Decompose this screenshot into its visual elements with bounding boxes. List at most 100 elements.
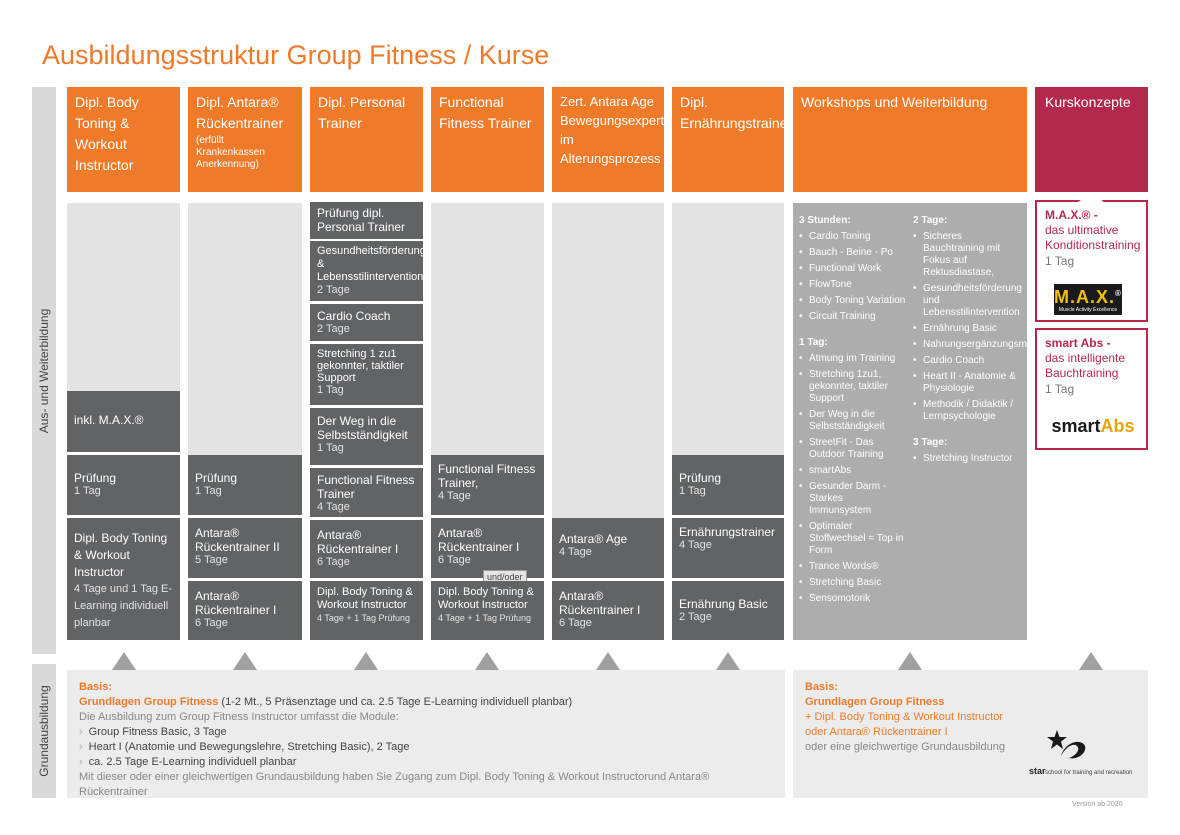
module-title: Ernährung Basic <box>679 597 768 611</box>
kurskonzept-name: M.A.X.® - <box>1045 208 1098 222</box>
arrow-up-icon <box>594 192 622 203</box>
module-detail: 4 Tage und 1 Tag E-Learning individuell … <box>74 583 173 629</box>
arrow-up-icon <box>473 192 501 203</box>
module-box: Ernährungstrainer 4 Tage <box>672 518 784 578</box>
module-box: Dipl. Body Toning & Workout Instructor 4… <box>67 518 180 640</box>
connector-und-oder: und/oder <box>483 570 527 584</box>
workshop-item: Ernährung Basic <box>913 323 1023 335</box>
column-header-functional-fitness: Functional Fitness Trainer <box>431 87 544 192</box>
module-detail: 5 Tage <box>195 554 228 566</box>
workshop-group-heading: 2 Tage: <box>913 215 948 226</box>
sidebar-label-bottom: Grundausbildung <box>37 685 51 777</box>
kurskonzept-desc: das ultimative Konditionstraining <box>1045 223 1141 252</box>
column-header-body-toning: Dipl. Body Toning & Workout Instructor <box>67 87 180 192</box>
star-logo-name: star <box>1029 766 1046 776</box>
column-background <box>67 203 180 391</box>
module-title: Antara® Rückentrainer I <box>195 589 277 617</box>
module-box: inkl. M.A.X.® <box>67 391 180 452</box>
module-box: Functional Fitness Trainer 4 Tage <box>310 468 423 517</box>
column-background <box>672 203 784 455</box>
module-box: Dipl. Body Toning & Workout Instructor 4… <box>431 581 544 640</box>
basis-panel-left: Basis: Grundlagen Group Fitness (1-2 Mt.… <box>67 670 785 798</box>
arrow-up-icon <box>475 652 499 670</box>
column-header-text: Dipl. Personal Trainer <box>318 94 406 131</box>
basis-course: Grundlagen Group Fitness <box>79 696 219 708</box>
module-title: inkl. M.A.X.® <box>74 413 144 427</box>
smartabs-logo-text: smart <box>1051 416 1101 436</box>
sidebar-grundausbildung: Grundausbildung <box>32 664 56 798</box>
module-title: Gesundheitsförderung & Lebensstilinterve… <box>317 245 426 283</box>
module-detail: 2 Tage <box>317 284 350 296</box>
workshop-item: Bauch - Beine - Po <box>799 247 907 259</box>
module-title: Antara® Rückentrainer I <box>317 528 399 556</box>
basis-module-text: ca. 2.5 Tage E-Learning individuell plan… <box>88 756 297 768</box>
version-text: Version ab 2020 <box>1072 801 1123 808</box>
smartabs-logo: smartAbs <box>1047 414 1139 438</box>
arrow-up-icon <box>233 652 257 670</box>
kurskonzept-name: smart Abs - <box>1045 336 1111 350</box>
workshop-group-heading: 3 Stunden: <box>799 215 851 226</box>
column-header-subtext: (erfüllt Krankenkassen Anerkennung) <box>196 135 265 170</box>
module-title: Functional Fitness Trainer <box>317 473 415 501</box>
workshop-item: Gesundheitsförderung und Lebensstilinter… <box>913 283 1023 319</box>
star-logo-icon <box>1047 730 1086 759</box>
module-title: Antara® Age <box>559 532 628 546</box>
basis-module-item: › ca. 2.5 Tage E-Learning individuell pla… <box>79 756 297 768</box>
workshop-item: Methodik / Didaktik / Lernpsychologie <box>913 399 1023 423</box>
basis-line: oder eine gleichwertige Grundausbildung <box>805 741 1005 753</box>
workshop-item: Nahrungsergänzungsmittel <box>913 339 1043 351</box>
module-box: Prüfung 1 Tag <box>188 455 302 515</box>
workshop-item: Sicheres Bauchtraining mit Fokus auf Rek… <box>913 231 1023 279</box>
column-header-text: Workshops und Weiterbildung <box>801 94 988 110</box>
module-title: Dipl. Body Toning & Workout Instructor <box>317 586 413 611</box>
module-title: Prüfung <box>679 471 722 485</box>
basis-module-item: › Group Fitness Basic, 3 Tage <box>79 726 227 738</box>
workshops-list-panel: 3 Stunden: Cardio Toning Bauch - Beine -… <box>793 203 1043 640</box>
module-box: Antara® Rückentrainer I 6 Tage <box>310 520 423 578</box>
column-header-antara: Dipl. Antara® Rückentrainer (erfüllt Kra… <box>188 87 302 192</box>
module-title: Antara® Rückentrainer I <box>559 589 641 617</box>
module-box: Antara® Rückentrainer I 6 Tage <box>552 581 664 640</box>
workshop-item: Functional Work <box>799 263 907 275</box>
max-logo-reg: ® <box>1115 289 1122 298</box>
column-header-ernaehrung: Dipl. Ernährungstrainer <box>672 87 792 192</box>
arrow-up-icon <box>354 652 378 670</box>
arrow-up-icon <box>231 192 259 203</box>
column-background <box>310 192 423 202</box>
module-box: Antara® Rückentrainer I 6 Tage <box>431 518 544 578</box>
kurskonzept-max: M.A.X.® - das ultimative Konditionstrain… <box>1035 200 1148 322</box>
workshop-item: Stretching 1zu1, gekonnter, taktiler Sup… <box>799 369 907 405</box>
workshop-item: Der Weg in die Selbstständigkeit <box>799 409 907 433</box>
module-title: Prüfung <box>74 471 117 485</box>
module-title: Cardio Coach <box>317 309 391 323</box>
module-box: Prüfung 1 Tag <box>672 455 784 515</box>
basis-footer: Mit dieser oder einer gleichwertigen Gru… <box>79 771 710 798</box>
basis-course: Grundlagen Group Fitness <box>805 696 945 708</box>
kurskonzepte-header: Kurskonzepte <box>1035 87 1148 192</box>
module-detail: 4 Tage <box>679 539 712 551</box>
column-header-text: Functional Fitness Trainer <box>439 94 532 131</box>
module-detail: 2 Tage <box>317 323 350 335</box>
column-header-text: Kurskonzepte <box>1045 94 1131 110</box>
module-title: Ernährungstrainer <box>679 525 776 539</box>
column-header-text: Dipl. Ernährungstrainer <box>680 94 793 131</box>
arrow-up-icon <box>352 192 380 203</box>
column-header-text: Zert. Antara Age Bewegungsexperte im Alt… <box>560 94 672 166</box>
workshop-item: Circuit Training <box>799 311 907 323</box>
basis-label: Basis: <box>79 681 113 693</box>
kurskonzept-smartabs: smart Abs - das intelligente Bauchtraini… <box>1035 328 1148 450</box>
column-background <box>431 203 544 455</box>
max-logo: M.A.X.® Muscle Activity Excellence <box>1054 284 1122 315</box>
column-header-text: Dipl. Body Toning & Workout Instructor <box>75 94 139 173</box>
basis-module-text: Group Fitness Basic, 3 Tage <box>88 726 227 738</box>
workshop-item: Gesunder Darm - Starkes Immunsystem <box>799 481 907 517</box>
basis-course-detail: (1-2 Mt., 5 Präsenztage und ca. 2.5 Tage… <box>221 696 573 708</box>
module-title: Antara® Rückentrainer I <box>438 526 520 554</box>
module-box: Functional Fitness Trainer, 4 Tage <box>431 455 544 515</box>
module-detail: 1 Tag <box>317 384 344 396</box>
star-logo-tagline: school for training and recreation <box>1045 770 1133 776</box>
module-detail: 1 Tag <box>195 485 222 497</box>
module-title: Functional Fitness Trainer, <box>438 462 536 490</box>
module-detail: 2 Tage <box>679 611 712 623</box>
module-title: Dipl. Body Toning & Workout Instructor <box>74 531 168 579</box>
